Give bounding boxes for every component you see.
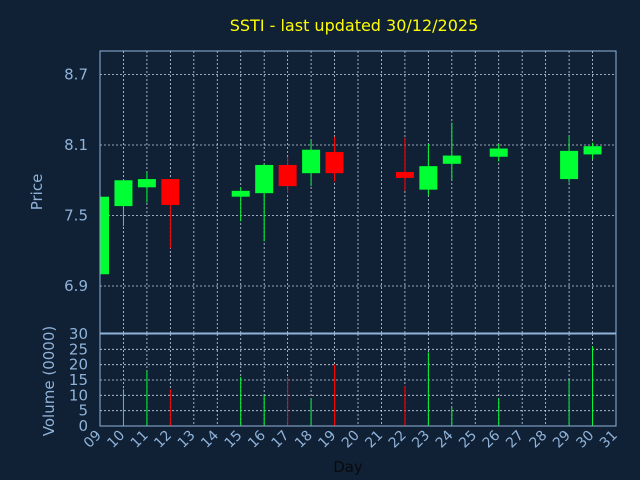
candle-body — [100, 196, 109, 275]
candle-body — [161, 179, 180, 205]
candle-body — [302, 149, 321, 174]
candle-body — [325, 152, 344, 174]
x-tick-label: 18 — [292, 428, 316, 452]
x-tick-label: 26 — [480, 427, 504, 451]
chart-title: SSTI - last updated 30/12/2025 — [230, 16, 479, 35]
axis-tick-labels: 09 10 11 12 13 14 15 16 17 18 19 20 21 22 23 24 25 26 27 28… — [64, 66, 621, 452]
volume-axis-label: Volume (0000) — [40, 326, 58, 436]
x-tick-label: 12 — [151, 428, 175, 452]
x-tick-label: 10 — [104, 428, 128, 452]
x-tick-label: 16 — [245, 427, 269, 451]
volume-panel-frame — [99, 333, 617, 427]
price-panel-frame — [99, 50, 617, 334]
x-tick-label: 23 — [409, 428, 433, 452]
price-axis-label: Price — [28, 174, 46, 211]
x-tick-label: 20 — [339, 428, 363, 452]
x-tick-label: 14 — [198, 427, 222, 451]
volume-tick-label: 20 — [69, 356, 88, 374]
x-tick-label: 21 — [362, 428, 386, 452]
x-tick-label: 31 — [597, 428, 621, 452]
candle-body — [231, 190, 250, 197]
candle-body — [395, 172, 414, 178]
candle-body — [419, 166, 438, 190]
price-tick-label: 6.9 — [64, 277, 88, 295]
x-tick-label: 27 — [503, 428, 527, 452]
candle-body — [114, 180, 133, 207]
x-tick-label: 22 — [386, 428, 410, 452]
volume-gridlines — [100, 334, 616, 426]
volume-tick-label: 15 — [69, 371, 88, 389]
candle-body — [278, 164, 297, 187]
x-axis-label: Day — [333, 458, 363, 476]
volume-tick-label: 30 — [69, 325, 88, 343]
x-tick-label: 24 — [433, 427, 457, 451]
x-tick-label: 29 — [550, 428, 574, 452]
price-tick-label: 7.5 — [64, 207, 88, 225]
volume-tick-label: 0 — [78, 417, 88, 435]
volume-bars — [122, 346, 594, 426]
candle-body — [560, 150, 579, 180]
volume-tick-label: 10 — [69, 386, 88, 404]
candle-body — [255, 164, 274, 194]
candle-body — [442, 155, 461, 164]
price-tick-label: 8.1 — [64, 136, 88, 154]
x-tick-label: 13 — [175, 428, 199, 452]
candle-body — [583, 146, 602, 155]
volume-tick-label: 5 — [78, 402, 88, 420]
x-tick-label: 17 — [269, 428, 293, 452]
x-tick-label: 30 — [573, 428, 597, 452]
candle-body — [489, 148, 508, 157]
price-candles — [99, 122, 602, 275]
x-tick-label: 25 — [456, 428, 480, 452]
candle-body — [137, 179, 156, 188]
volume-tick-label: 25 — [69, 340, 88, 358]
x-tick-label: 11 — [128, 428, 152, 452]
x-tick-label: 15 — [222, 428, 246, 452]
x-tick-label: 19 — [315, 428, 339, 452]
x-tick-label: 28 — [527, 428, 551, 452]
price-tick-label: 8.7 — [64, 66, 88, 84]
